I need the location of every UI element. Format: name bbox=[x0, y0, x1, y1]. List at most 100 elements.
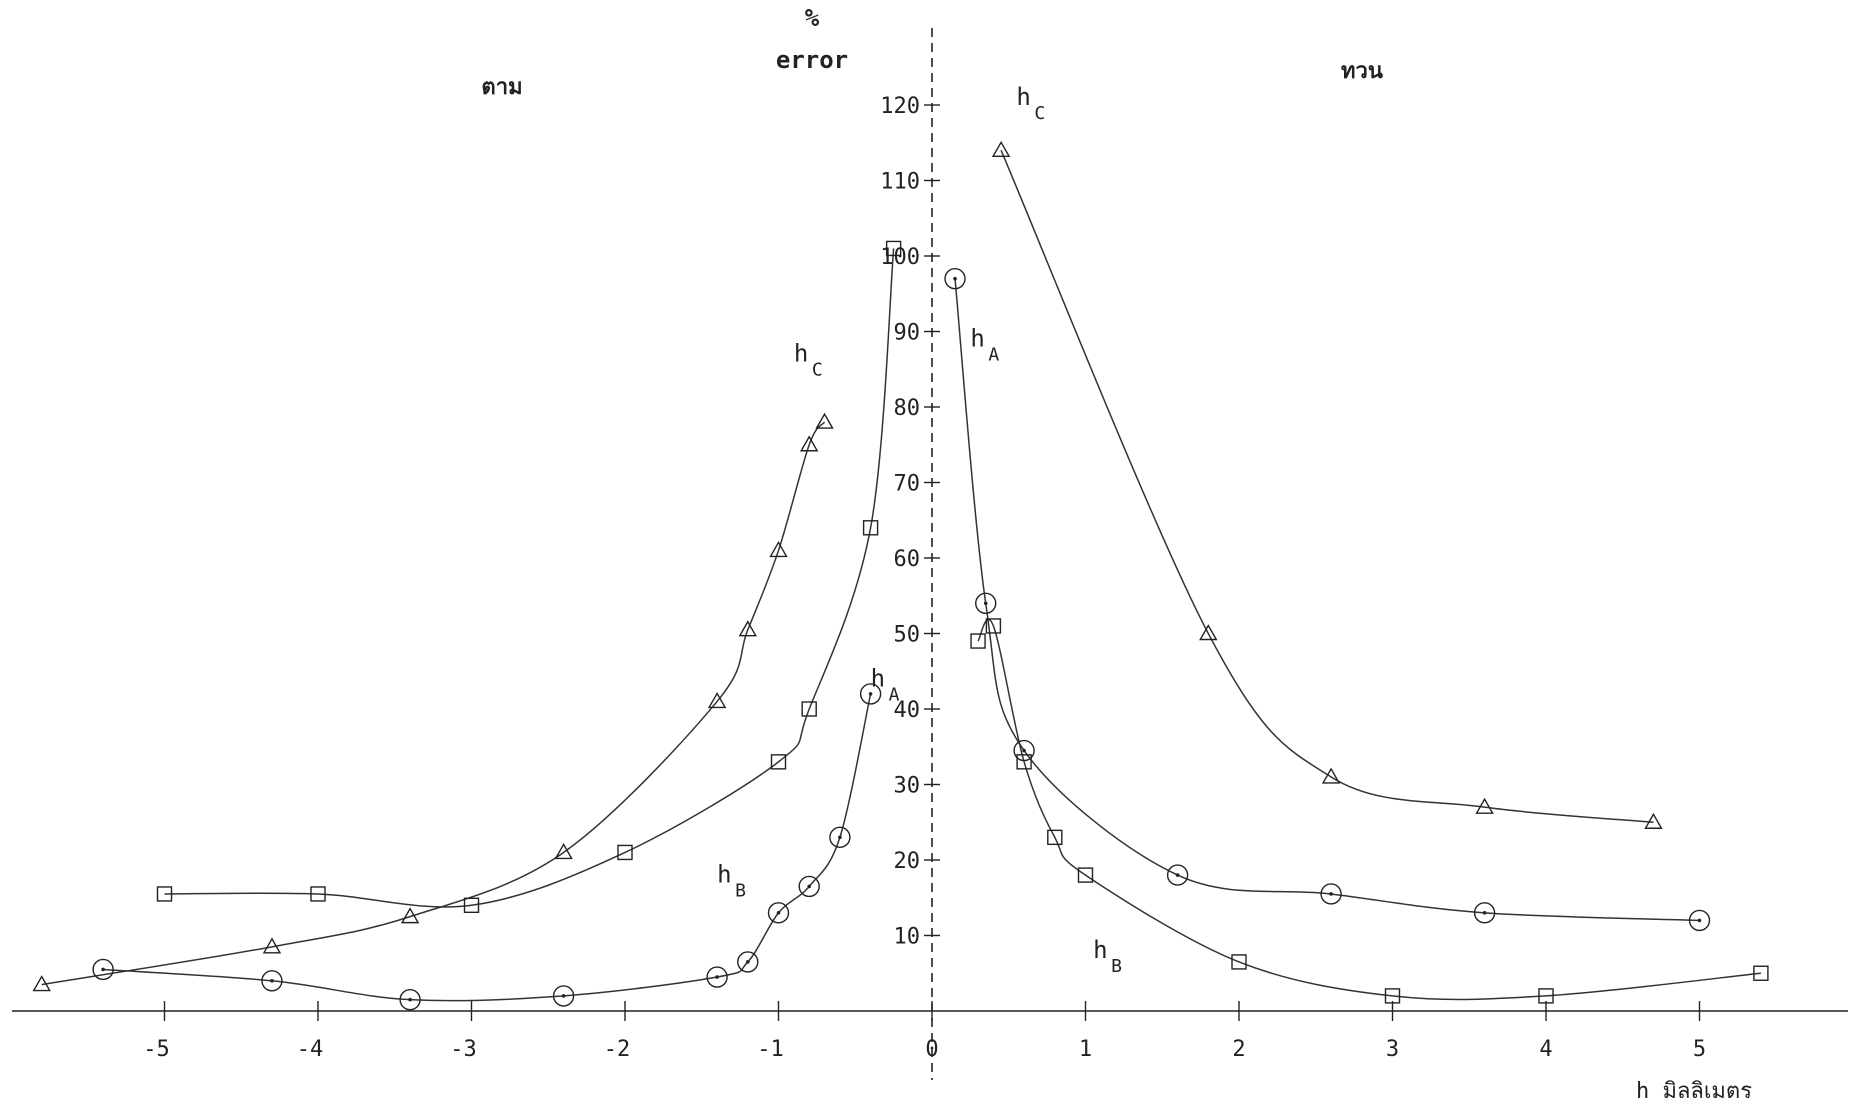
point-h_C bbox=[1321, 767, 1341, 784]
y-tick-label: 120 bbox=[880, 94, 920, 119]
x-tick-label: 0 bbox=[925, 1037, 938, 1062]
point-h_C bbox=[707, 692, 727, 709]
point-center-dot bbox=[715, 975, 719, 979]
y-tick-label: 30 bbox=[894, 774, 921, 799]
point-center-dot bbox=[1175, 873, 1180, 877]
point-h_C bbox=[262, 937, 282, 954]
y-tick-label: 60 bbox=[894, 547, 921, 572]
point-h_A bbox=[859, 683, 882, 705]
curve-h_C-right bbox=[1000, 150, 1654, 823]
point-center-dot bbox=[807, 884, 811, 889]
point-h_C bbox=[815, 412, 834, 429]
point-h_B bbox=[770, 754, 787, 770]
curve-h_A-left bbox=[103, 693, 872, 1002]
y-tick-label: 40 bbox=[894, 698, 921, 723]
curve-label-sub: C bbox=[1034, 103, 1045, 124]
point-center-dot bbox=[776, 911, 781, 915]
point-center-dot bbox=[101, 967, 105, 972]
y-tick-label: 90 bbox=[894, 321, 921, 346]
point-h_A bbox=[975, 592, 997, 614]
point-h_A bbox=[1688, 909, 1711, 932]
point-h_A bbox=[552, 985, 575, 1007]
point-center-dot bbox=[868, 692, 873, 696]
point-h_C bbox=[554, 843, 573, 860]
point-h_A bbox=[1013, 739, 1035, 762]
point-h_C bbox=[1475, 797, 1494, 814]
point-h_B bbox=[617, 844, 633, 861]
axes bbox=[12, 28, 1848, 1080]
x-tick-label: 1 bbox=[1079, 1037, 1092, 1062]
point-h_A bbox=[1473, 902, 1496, 924]
curve-label: h bbox=[1016, 83, 1030, 111]
point-h_B bbox=[1016, 754, 1032, 770]
x-tick-label: -3 bbox=[450, 1037, 477, 1062]
point-h_B bbox=[1047, 829, 1063, 846]
point-center-dot bbox=[746, 960, 750, 964]
y-tick-label: 80 bbox=[894, 396, 921, 421]
point-h_C bbox=[769, 541, 788, 558]
curve-label-sub: A bbox=[889, 684, 900, 705]
point-h_C bbox=[738, 620, 758, 637]
point-h_A bbox=[767, 902, 790, 924]
curve-h_B-left bbox=[164, 248, 895, 908]
point-h_A bbox=[798, 875, 820, 898]
x-tick-label: 5 bbox=[1693, 1037, 1706, 1062]
point-h_A bbox=[737, 951, 759, 973]
y-tick-label: 20 bbox=[894, 849, 921, 874]
curve-label-sub: B bbox=[1111, 956, 1122, 977]
curve-h_B-right bbox=[977, 618, 1761, 1001]
x-ticks: -5 -4 -3 -2 -1 0 1 2 3 4 5 bbox=[143, 1001, 1706, 1062]
y-axis-top-label: % bbox=[805, 4, 820, 32]
point-center-dot bbox=[270, 979, 274, 983]
y-tick-label: 110 bbox=[880, 170, 920, 195]
point-center-dot bbox=[408, 997, 412, 1002]
x-axis-title: h มิลลิเมตร bbox=[1636, 1079, 1752, 1104]
x-tick-label: 3 bbox=[1386, 1037, 1399, 1062]
point-h_B bbox=[310, 886, 326, 902]
curve-h_C-left bbox=[41, 421, 826, 986]
x-tick-label: -2 bbox=[604, 1037, 631, 1062]
curve-label: h bbox=[970, 325, 984, 353]
curve-label-sub: A bbox=[988, 345, 999, 366]
point-h_B bbox=[985, 618, 1002, 634]
y-tick-label: 70 bbox=[894, 472, 921, 497]
x-tick-label: -1 bbox=[757, 1037, 784, 1062]
point-h_C bbox=[400, 907, 420, 924]
point-h_B bbox=[1538, 988, 1554, 1004]
point-center-dot bbox=[1022, 748, 1026, 753]
point-h_C bbox=[991, 140, 1011, 158]
y-axis-title: error bbox=[776, 46, 848, 74]
point-h_A bbox=[944, 267, 966, 290]
point-h_A bbox=[829, 826, 851, 849]
point-h_B bbox=[801, 701, 817, 717]
point-h_A bbox=[261, 970, 283, 992]
point-center-dot bbox=[1329, 892, 1333, 896]
point-h_C bbox=[799, 435, 819, 452]
point-center-dot bbox=[983, 601, 988, 606]
point-h_B bbox=[862, 520, 879, 536]
x-tick-label: -5 bbox=[143, 1037, 170, 1062]
x-tick-label: 4 bbox=[1539, 1037, 1552, 1062]
point-h_A bbox=[1166, 864, 1189, 886]
curve-label: h bbox=[871, 664, 885, 692]
point-center-dot bbox=[953, 276, 957, 281]
curve-label: h bbox=[717, 861, 731, 889]
point-h_A bbox=[1320, 883, 1342, 905]
y-tick-label: 10 bbox=[894, 925, 921, 950]
point-h_B bbox=[1384, 988, 1401, 1004]
point-center-dot bbox=[1697, 918, 1702, 923]
point-h_C bbox=[1644, 812, 1663, 829]
curve-label: h bbox=[1093, 936, 1107, 964]
point-h_B bbox=[1753, 965, 1769, 981]
point-h_C bbox=[1199, 624, 1218, 641]
markers bbox=[32, 140, 1769, 1011]
point-h_C bbox=[32, 975, 51, 992]
y-tick-label: 50 bbox=[894, 623, 921, 648]
left-side-label: ตาม bbox=[481, 75, 522, 100]
point-h_A bbox=[706, 966, 728, 988]
curve-label-sub: C bbox=[812, 360, 823, 381]
x-tick-label: 2 bbox=[1232, 1037, 1245, 1062]
point-h_B bbox=[1231, 954, 1247, 970]
